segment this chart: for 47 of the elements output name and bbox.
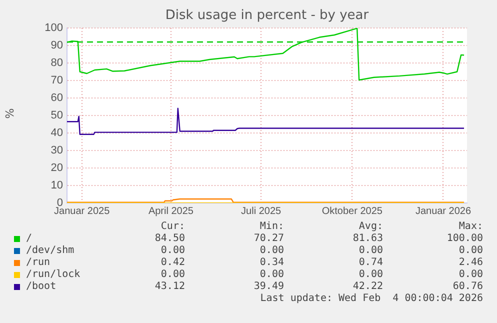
text: 84.50 [154, 233, 185, 245]
text: 39.49 [252, 281, 284, 293]
y-tick-label: 100 [44, 22, 63, 34]
text: 43.12 [154, 281, 185, 293]
text: 0.00 [160, 245, 185, 257]
text: 0.74 [358, 257, 383, 269]
text: 0.00 [458, 269, 483, 281]
text: Last update: Wed Feb 4 00:00:04 2026 [259, 293, 483, 305]
y-tick-label: 80 [50, 57, 63, 70]
text: 81.63 [352, 233, 383, 245]
y-tick-label: 90 [50, 40, 63, 52]
text: 42.22 [352, 281, 383, 293]
text: 0.00 [258, 269, 284, 281]
y-tick-label: 60 [50, 92, 63, 104]
text: 0.00 [358, 245, 383, 257]
text: 2.46 [458, 257, 483, 269]
y-tick-label: 10 [50, 180, 63, 192]
x-tick-label: Januar 2026 [415, 206, 472, 217]
text: 0.00 [160, 269, 185, 281]
text: 60.76 [452, 281, 483, 293]
x-tick-label: April 2025 [148, 206, 194, 217]
x-tick-label: Januar 2025 [54, 206, 110, 217]
text: 0.00 [358, 269, 383, 281]
y-tick-label: 70 [50, 74, 63, 87]
text: Min: [258, 221, 284, 233]
x-tick-label: Oktober 2025 [322, 206, 383, 217]
text: 0.00 [458, 245, 483, 257]
legend-label: /run [26, 257, 50, 269]
text: Avg: [358, 221, 383, 233]
text: 70.27 [252, 233, 284, 245]
text: 0.00 [258, 245, 284, 257]
text: 100.00 [446, 233, 483, 245]
chart-title: Disk usage in percent - by year [164, 8, 370, 23]
y-tick-label: 40 [50, 127, 63, 140]
text: Max: [458, 221, 483, 233]
y-tick-label: 50 [50, 110, 63, 122]
y-tick-label: 30 [50, 144, 63, 157]
text: 0.42 [160, 257, 185, 269]
y-axis-title: % [4, 107, 16, 121]
legend-label: /dev/shm [26, 245, 74, 257]
legend-label: /boot [26, 281, 56, 293]
text: Cur: [160, 221, 185, 233]
legend-label: / [26, 233, 32, 245]
y-tick-label: 20 [50, 162, 63, 174]
text: 0.34 [258, 257, 284, 269]
x-tick-label: Juli 2025 [241, 206, 282, 217]
legend-label: /run/lock [26, 269, 80, 281]
